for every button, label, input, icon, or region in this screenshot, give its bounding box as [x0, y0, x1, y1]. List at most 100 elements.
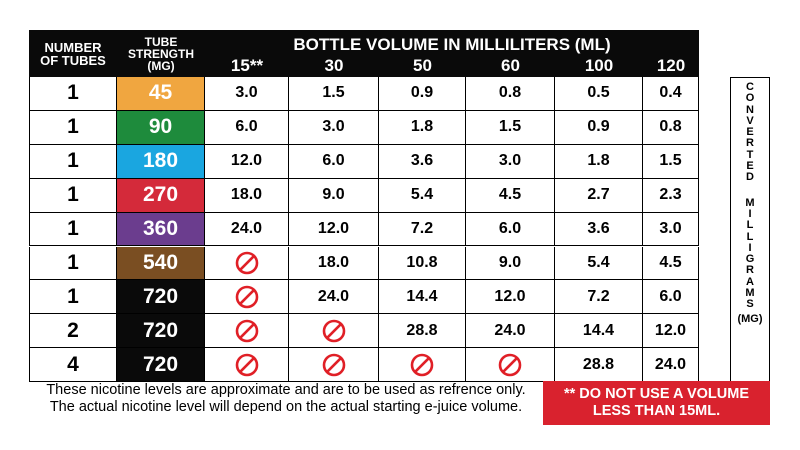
value-cell: 1.5 — [289, 77, 379, 111]
value-cell: 18.0 — [289, 246, 379, 281]
header-tube-strength-line: TUBE — [144, 34, 178, 49]
side-label-letter: I — [748, 241, 752, 254]
header-number-of-tubes-line: NUMBER — [44, 39, 102, 55]
value-cell: 14.4 — [379, 280, 466, 315]
value-cell: 3.0 — [643, 212, 699, 247]
strength-cell: 720 — [117, 280, 205, 315]
side-label-letter: R — [746, 137, 754, 150]
side-label-letter: L — [746, 230, 754, 243]
strength-cell: 45 — [117, 77, 205, 111]
value-cell: 4.5 — [643, 246, 699, 281]
prohibited-cell — [379, 348, 466, 383]
side-label-letter: N — [746, 103, 754, 116]
header-tube-strength-line: (MG) — [147, 58, 175, 73]
side-label-letter: E — [746, 160, 754, 173]
prohibited-icon — [235, 285, 258, 309]
strength-cell: 270 — [117, 178, 205, 213]
side-label-letter: G — [745, 253, 755, 266]
side-label-letter: A — [746, 275, 754, 288]
value-cell: 0.8 — [643, 110, 699, 145]
value-cell: 9.0 — [289, 178, 379, 213]
side-label-letter: E — [746, 126, 754, 139]
side-label-unit: (MG) — [737, 312, 763, 325]
header-volume-2: 50 — [379, 54, 466, 77]
warning-line-1: ** DO NOT USE A VOLUME — [563, 386, 750, 402]
side-label-letter: C — [746, 81, 754, 93]
side-label-letter: D — [746, 171, 754, 184]
side-label-letter: M — [745, 287, 755, 300]
header-tube-strength-line: STRENGTH — [128, 46, 194, 61]
strength-cell: 540 — [117, 246, 205, 281]
tubes-cell: 1 — [29, 246, 117, 281]
value-cell: 3.0 — [205, 77, 289, 111]
side-label-letter: I — [748, 207, 752, 220]
value-cell: 9.0 — [466, 246, 555, 281]
value-cell: 6.0 — [289, 144, 379, 179]
value-cell: 6.0 — [643, 280, 699, 315]
value-cell: 24.0 — [643, 348, 699, 383]
prohibited-cell — [289, 314, 379, 349]
value-cell: 10.8 — [379, 246, 466, 281]
value-cell: 3.6 — [555, 212, 643, 247]
header-volume-0: 15** — [205, 54, 289, 77]
header-volume-3: 60 — [466, 54, 555, 77]
header-volume-5: 120 — [643, 54, 699, 77]
value-cell: 12.0 — [289, 212, 379, 247]
tubes-cell: 1 — [29, 144, 117, 179]
value-cell: 24.0 — [205, 212, 289, 247]
value-cell: 1.5 — [466, 110, 555, 145]
tubes-cell: 4 — [29, 348, 117, 383]
side-label-letter: O — [745, 92, 755, 105]
value-cell: 14.4 — [555, 314, 643, 349]
side-label-letter: T — [746, 148, 754, 161]
nicotine-table: NUMBER OF TUBES TUBE STRENGTH (MG) BOTTLE VOL… — [29, 30, 699, 383]
value-cell: 5.4 — [379, 178, 466, 213]
value-cell: 2.7 — [555, 178, 643, 213]
value-cell: 24.0 — [466, 314, 555, 349]
tubes-cell: 1 — [29, 178, 117, 213]
strength-cell: 720 — [117, 348, 205, 383]
value-cell: 28.8 — [379, 314, 466, 349]
prohibited-cell — [205, 348, 289, 383]
tubes-cell: 1 — [29, 77, 117, 111]
value-cell: 18.0 — [205, 178, 289, 213]
prohibited-cell — [289, 348, 379, 383]
value-cell: 12.0 — [466, 280, 555, 315]
strength-cell: 360 — [117, 212, 205, 247]
side-label-letter: M — [745, 196, 755, 209]
warning-line-2: LESS THAN 15ML. — [592, 403, 721, 419]
strength-cell: 720 — [117, 314, 205, 349]
side-label-letter: V — [746, 114, 754, 127]
header-number-of-tubes: NUMBER OF TUBES — [29, 30, 117, 77]
value-cell: 0.8 — [466, 77, 555, 111]
prohibited-icon — [235, 353, 258, 376]
tubes-cell: 1 — [29, 280, 117, 315]
value-cell: 3.6 — [379, 144, 466, 179]
prohibited-icon — [410, 353, 434, 376]
prohibited-icon — [235, 251, 258, 275]
value-cell: 7.2 — [379, 212, 466, 247]
value-cell: 0.4 — [643, 77, 699, 111]
tubes-cell: 2 — [29, 314, 117, 349]
prohibited-cell — [205, 246, 289, 281]
strength-cell: 90 — [117, 110, 205, 145]
value-cell: 28.8 — [555, 348, 643, 383]
value-cell: 12.0 — [643, 314, 699, 349]
side-label-letter: R — [746, 264, 754, 277]
footnote: These nicotine levels are approximate an… — [26, 382, 546, 416]
value-cell: 5.4 — [555, 246, 643, 281]
prohibited-cell — [466, 348, 555, 383]
value-cell: 6.0 — [205, 110, 289, 145]
footnote-line-1: These nicotine levels are approximate an… — [46, 382, 526, 398]
value-cell: 24.0 — [289, 280, 379, 315]
value-cell: 0.9 — [555, 110, 643, 145]
prohibited-cell — [205, 280, 289, 315]
warning-box: ** DO NOT USE A VOLUME LESS THAN 15ML. — [543, 381, 770, 425]
tubes-cell: 1 — [29, 212, 117, 247]
value-cell: 1.8 — [555, 144, 643, 179]
header-number-of-tubes-line: OF TUBES — [40, 52, 106, 68]
value-cell: 4.5 — [466, 178, 555, 213]
